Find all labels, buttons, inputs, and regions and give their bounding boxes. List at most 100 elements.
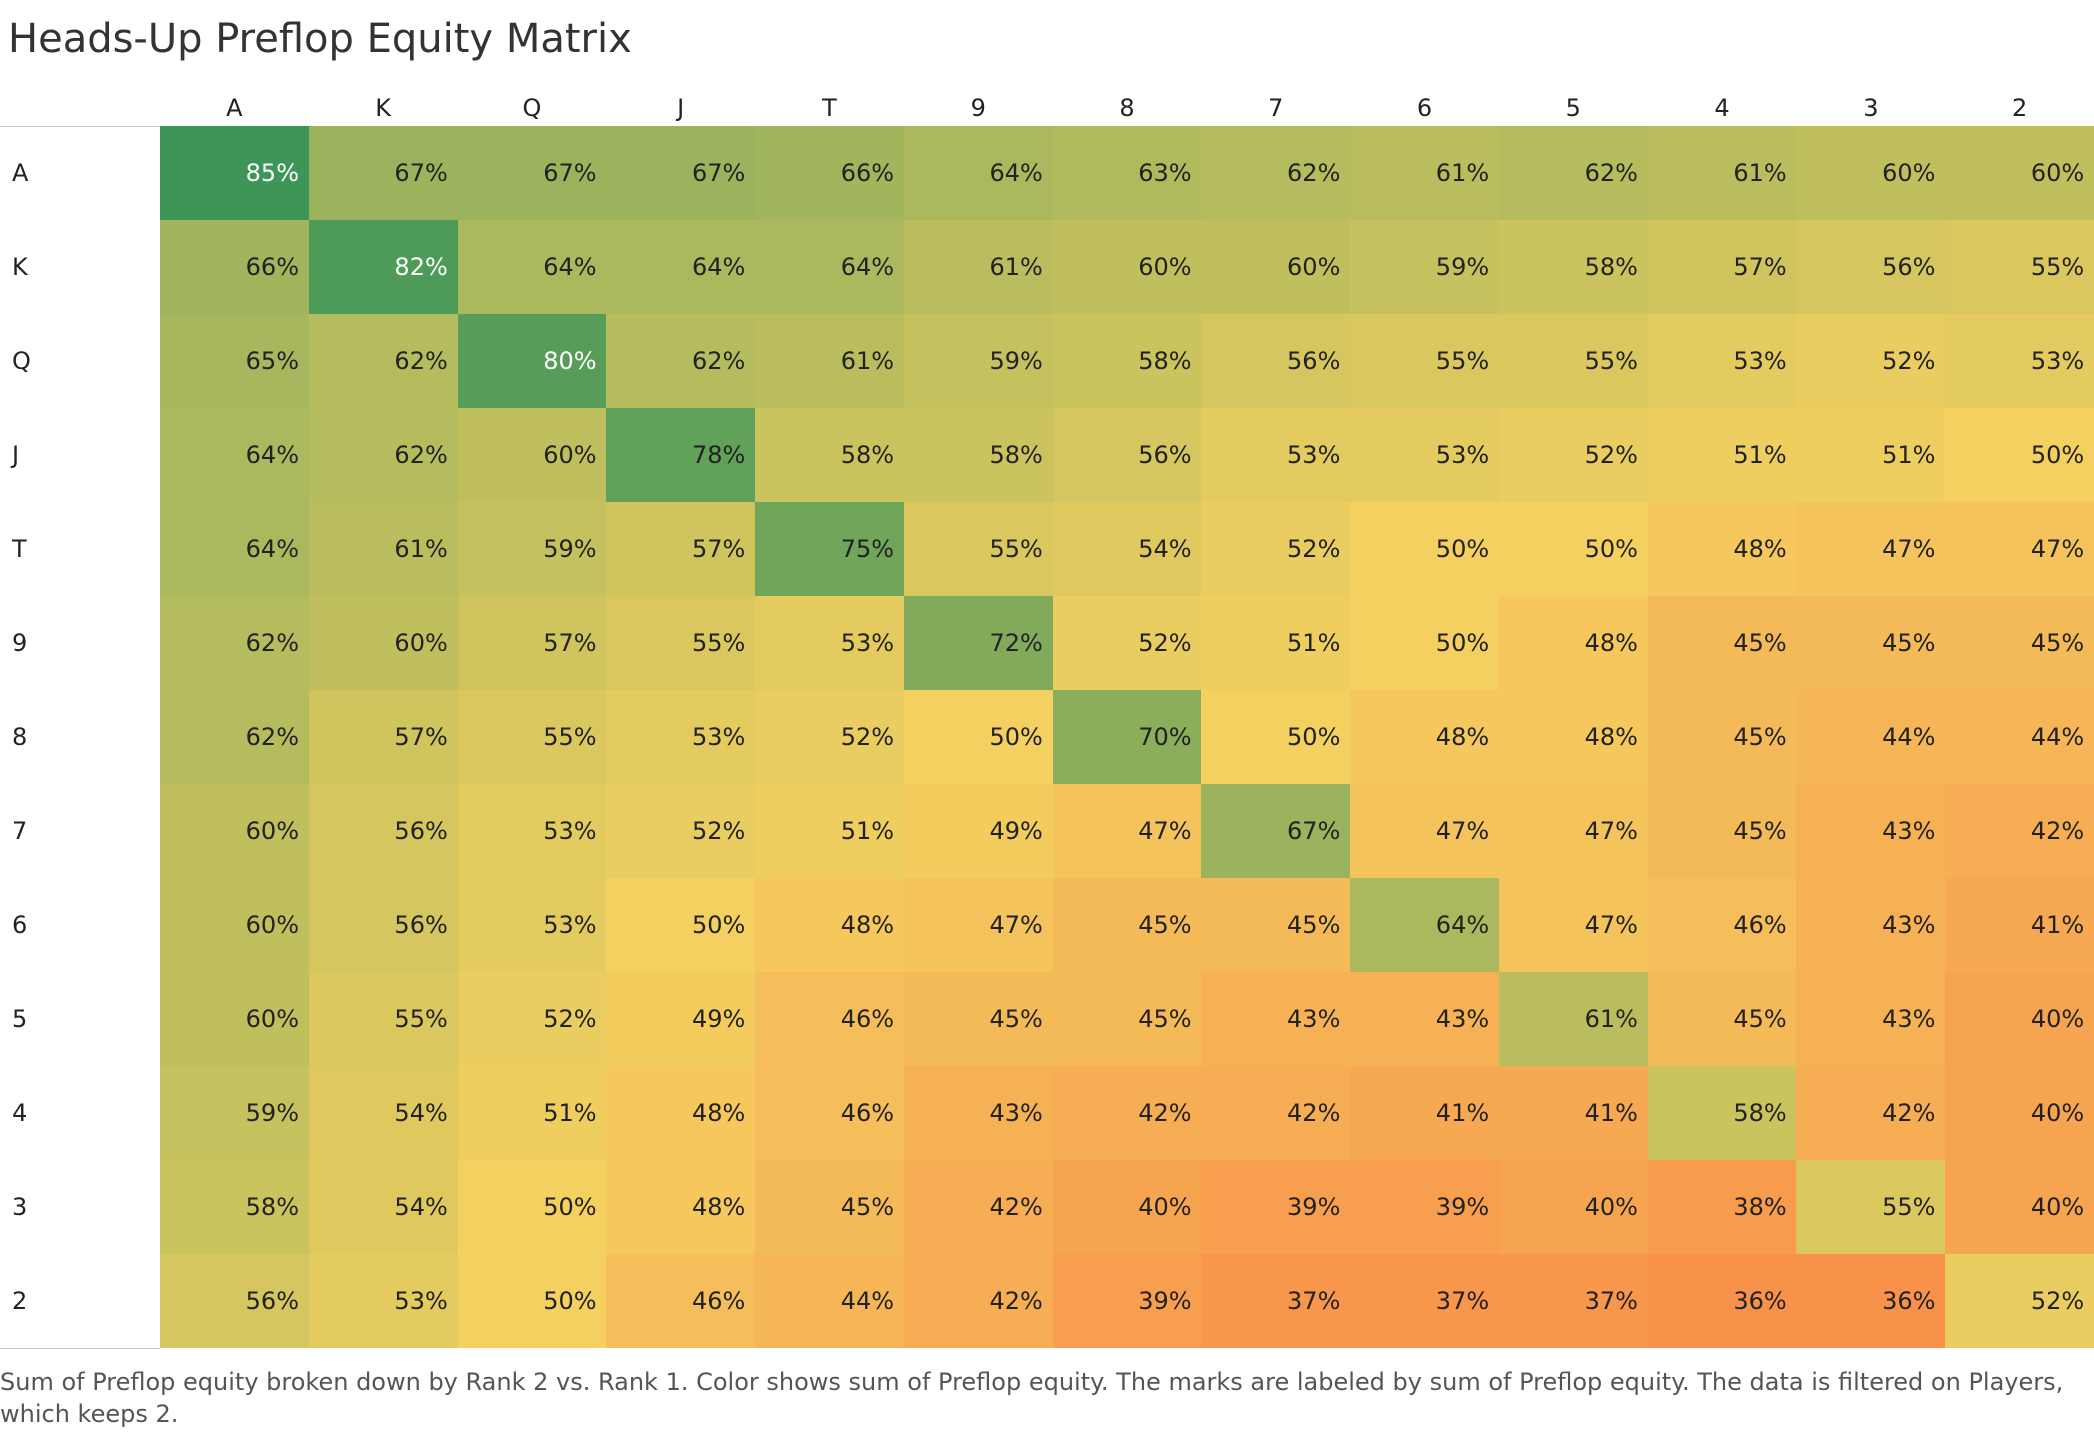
heatmap-cell: 62%: [160, 596, 309, 690]
heatmap-cell: 56%: [308, 878, 458, 972]
heatmap-cell: 55%: [457, 690, 607, 784]
heatmap-cell: 59%: [903, 314, 1053, 408]
heatmap-cell: 67%: [457, 126, 607, 220]
heatmap-cell: 57%: [606, 502, 756, 596]
heatmap-cell: 45%: [1647, 972, 1797, 1066]
heatmap-cell: 50%: [1201, 690, 1351, 784]
heatmap-cell: 58%: [1498, 220, 1648, 314]
heatmap-cell: 48%: [1498, 690, 1648, 784]
heatmap-cell: 48%: [1647, 502, 1797, 596]
heatmap-cell: 36%: [1647, 1254, 1797, 1348]
heatmap-cell: 43%: [1796, 878, 1946, 972]
heatmap-cell: 43%: [1796, 972, 1946, 1066]
heatmap-cell: 60%: [1201, 220, 1351, 314]
row-header: J: [12, 441, 20, 469]
heatmap-cell: 45%: [1052, 972, 1202, 1066]
column-header: 2: [2011, 94, 2028, 122]
heatmap-cell: 47%: [1498, 784, 1648, 878]
heatmap-cell: 55%: [1796, 1160, 1946, 1254]
heatmap-cell: 51%: [1647, 408, 1797, 502]
heatmap-cell: 60%: [160, 784, 309, 878]
column-header: 5: [1565, 94, 1581, 122]
heatmap-cell: 62%: [1201, 126, 1351, 220]
heatmap-cell: 46%: [755, 972, 905, 1066]
column-header: Q: [522, 94, 542, 122]
heatmap-cell: 46%: [1647, 878, 1797, 972]
heatmap-cell: 42%: [1052, 1066, 1202, 1160]
heatmap-cell: 52%: [1796, 314, 1946, 408]
heatmap-cell: 47%: [1498, 878, 1648, 972]
heatmap-cell: 50%: [1945, 408, 2094, 502]
heatmap-cell: 48%: [606, 1160, 756, 1254]
row-header: 9: [12, 629, 28, 657]
heatmap-cell: 48%: [755, 878, 905, 972]
column-header: 8: [1119, 94, 1135, 122]
heatmap-cell: 48%: [606, 1066, 756, 1160]
heatmap-cell: 58%: [160, 1160, 309, 1254]
heatmap-cell: 54%: [308, 1160, 458, 1254]
row-header: Q: [12, 347, 31, 375]
heatmap-cell: 52%: [1052, 596, 1202, 690]
heatmap-cell: 60%: [160, 878, 309, 972]
heatmap-cell: 53%: [606, 690, 756, 784]
heatmap-cell: 78%: [606, 408, 756, 502]
heatmap-cell: 52%: [606, 784, 756, 878]
heatmap-cell: 64%: [457, 220, 607, 314]
heatmap-cell: 54%: [308, 1066, 458, 1160]
heatmap-cell: 45%: [903, 972, 1053, 1066]
heatmap-cell: 62%: [606, 314, 756, 408]
heatmap-cell: 44%: [1945, 690, 2094, 784]
heatmap-cell: 50%: [457, 1254, 607, 1348]
row-header: K: [12, 253, 28, 281]
heatmap-cell: 67%: [606, 126, 756, 220]
heatmap-cell: 49%: [606, 972, 756, 1066]
heatmap-cell: 42%: [1796, 1066, 1946, 1160]
heatmap-cell: 61%: [755, 314, 905, 408]
heatmap-cell: 58%: [1052, 314, 1202, 408]
heatmap-cell: 51%: [755, 784, 905, 878]
heatmap-cell: 61%: [308, 502, 458, 596]
heatmap-cell: 56%: [308, 784, 458, 878]
heatmap-cell: 55%: [308, 972, 458, 1066]
heatmap-cell: 64%: [160, 502, 309, 596]
heatmap-cell: 62%: [1498, 126, 1648, 220]
heatmap-cell: 45%: [1201, 878, 1351, 972]
heatmap-cell: 82%: [308, 220, 458, 314]
heatmap-cell: 55%: [903, 502, 1053, 596]
heatmap-cell: 60%: [1945, 126, 2094, 220]
heatmap-cell: 47%: [1796, 502, 1946, 596]
heatmap-cell: 53%: [1647, 314, 1797, 408]
heatmap-cell: 62%: [160, 690, 309, 784]
heatmap-cell: 58%: [903, 408, 1053, 502]
heatmap-cell: 54%: [1052, 502, 1202, 596]
heatmap-cell: 61%: [903, 220, 1053, 314]
heatmap-cell: 59%: [457, 502, 607, 596]
column-header: A: [226, 94, 243, 122]
heatmap-cell: 45%: [1647, 690, 1797, 784]
heatmap-cell: 57%: [1647, 220, 1797, 314]
heatmap-cell: 36%: [1796, 1254, 1946, 1348]
heatmap-cell: 60%: [308, 596, 458, 690]
heatmap-cell: 50%: [457, 1160, 607, 1254]
row-header: 8: [12, 723, 28, 751]
chart-caption: Sum of Preflop equity broken down by Ran…: [0, 1368, 2064, 1428]
heatmap-cell: 53%: [457, 878, 607, 972]
heatmap-cell: 45%: [1796, 596, 1946, 690]
heatmap-cell: 52%: [755, 690, 905, 784]
heatmap-cell: 58%: [755, 408, 905, 502]
heatmap-cell: 85%: [160, 126, 309, 220]
column-header: 9: [970, 94, 986, 122]
heatmap-cell: 59%: [160, 1066, 309, 1160]
column-header: 6: [1416, 94, 1433, 122]
heatmap-cell: 37%: [1498, 1254, 1648, 1348]
column-header: T: [822, 94, 837, 122]
heatmap-cell: 53%: [1945, 314, 2094, 408]
heatmap-cell: 60%: [160, 972, 309, 1066]
heatmap-cell: 47%: [1945, 502, 2094, 596]
column-header: 7: [1268, 94, 1284, 122]
heatmap-cell: 50%: [903, 690, 1053, 784]
heatmap-cell: 64%: [755, 220, 905, 314]
heatmap-cell: 46%: [755, 1066, 905, 1160]
heatmap-cell: 56%: [1052, 408, 1202, 502]
heatmap-cell: 45%: [1647, 596, 1797, 690]
